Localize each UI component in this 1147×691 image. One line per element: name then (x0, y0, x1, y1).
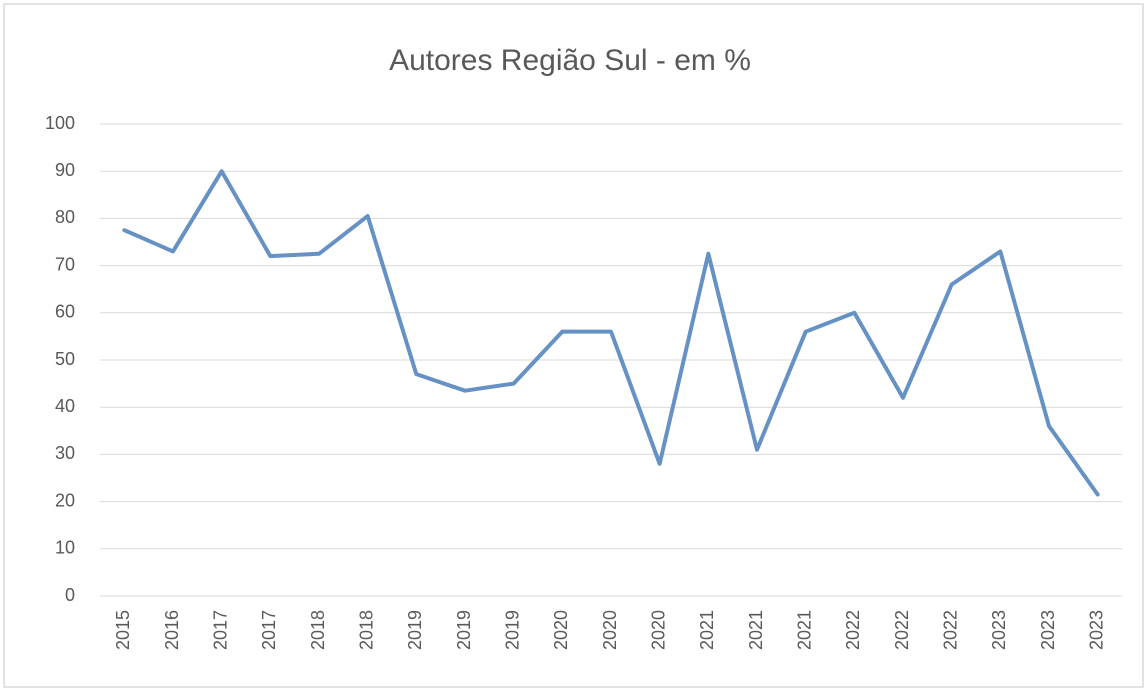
x-tick-label: 2021 (794, 610, 814, 650)
x-tick-label: 2022 (892, 610, 912, 650)
x-tick-label: 2017 (259, 610, 279, 650)
data-line (122, 169, 1100, 497)
x-tick-label: 2019 (502, 610, 522, 650)
x-tick-label: 2018 (308, 610, 328, 650)
y-tick-label: 60 (55, 302, 75, 322)
x-tick-label: 2015 (113, 610, 133, 650)
x-tick-label: 2022 (940, 610, 960, 650)
x-tick-label: 2023 (989, 610, 1009, 650)
chart-border (3, 3, 1144, 688)
y-tick-label: 10 (55, 538, 75, 558)
y-tick-label: 0 (65, 585, 75, 605)
x-tick-label: 2019 (454, 610, 474, 650)
chart-title: Autores Região Sul - em % (389, 44, 751, 77)
y-tick-label: 100 (45, 113, 75, 133)
y-tick-label: 20 (55, 490, 75, 510)
x-tick-label: 2021 (746, 610, 766, 650)
x-tick-label: 2018 (356, 610, 376, 650)
x-tick-label: 2016 (162, 610, 182, 650)
x-tick-label: 2020 (551, 610, 571, 650)
x-tick-label: 2019 (405, 610, 425, 650)
y-tick-label: 70 (55, 254, 75, 274)
x-tick-label: 2023 (1038, 610, 1058, 650)
x-tick-label: 2020 (648, 610, 668, 650)
x-tick-label: 2020 (600, 610, 620, 650)
y-tick-label: 50 (55, 349, 75, 369)
x-tick-label: 2022 (843, 610, 863, 650)
x-tick-label: 2017 (210, 610, 230, 650)
y-tick-label: 80 (55, 207, 75, 227)
x-tick-label: 2023 (1086, 610, 1106, 650)
y-tick-label: 90 (55, 160, 75, 180)
y-tick-label: 30 (55, 443, 75, 463)
y-tick-label: 40 (55, 396, 75, 416)
x-tick-label: 2021 (697, 610, 717, 650)
